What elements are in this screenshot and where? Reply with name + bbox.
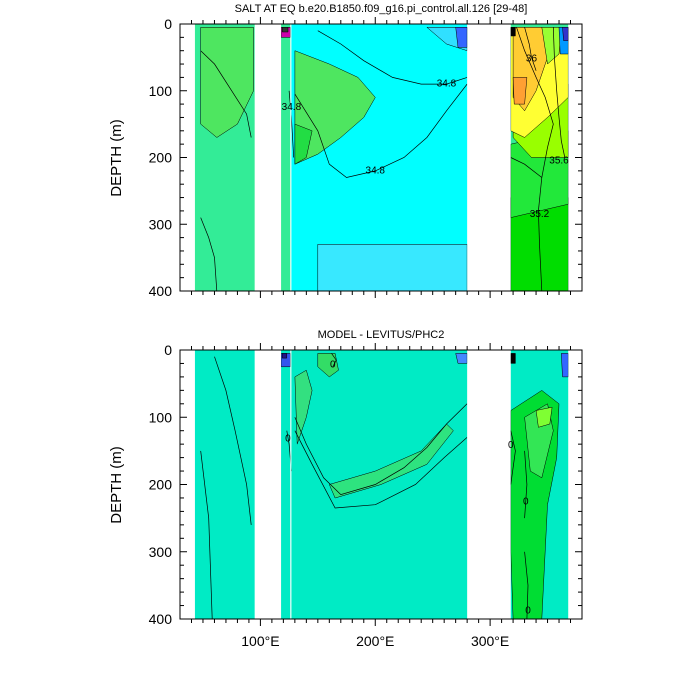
top-plot-area: 34.8 34.8 34.8 35.2 35.6 36 0 100 200 300 400 <box>149 16 583 299</box>
x-tick-label: 300°E <box>471 633 509 649</box>
filled-contour-region <box>535 406 553 428</box>
contour-line <box>200 217 218 291</box>
filled-contour-region <box>455 353 468 364</box>
contour-line <box>524 27 537 71</box>
filled-contour-region <box>281 27 289 33</box>
y-tick-label: 200 <box>149 477 173 493</box>
ocean-band <box>281 24 291 291</box>
top-panel: SALT AT EQ b.e20.B1850.f09_g16.pi_contro… <box>108 3 583 299</box>
filled-contour-region <box>512 77 528 105</box>
bottom-panel-title: MODEL - LEVITUS/PHC2 <box>318 329 445 341</box>
contour-line <box>331 353 337 367</box>
contour-label: 36 <box>526 53 538 64</box>
contour-line <box>516 27 554 291</box>
bottom-panel: MODEL - LEVITUS/PHC2 0 0 0 0 0 0 100 200 300 400 1… <box>108 329 583 649</box>
contour-label: 34.8 <box>437 79 457 90</box>
y-tick-label: 200 <box>149 150 173 166</box>
filled-contour-region <box>510 353 516 364</box>
filled-regions <box>280 353 569 619</box>
filled-contour-region <box>541 27 562 65</box>
contour-line <box>510 430 516 485</box>
bottom-plot-area: 0 0 0 0 0 0 100 200 300 400 100°E 200°E 300°E <box>149 342 583 649</box>
filled-contour-region <box>455 27 468 48</box>
filled-contour-region <box>294 369 313 445</box>
contour-line <box>510 157 543 178</box>
contour-line <box>524 450 528 519</box>
contour-lines <box>200 27 566 291</box>
filled-contour-region <box>317 244 468 291</box>
bottom-y-axis-label: DEPTH (m) <box>108 446 125 524</box>
y-tick-label: 300 <box>149 216 173 232</box>
contour-line <box>294 403 468 495</box>
y-tick-label: 400 <box>149 611 173 627</box>
contour-label: 35.6 <box>549 155 569 166</box>
contour-lines <box>200 353 529 619</box>
contour-label: 0 <box>330 359 336 370</box>
contour-label: 34.8 <box>366 165 386 176</box>
contour-line <box>552 27 566 158</box>
contour-label: 0 <box>523 497 529 508</box>
contour-line <box>294 430 468 509</box>
y-tick-label: 0 <box>164 342 172 358</box>
contour-line <box>200 450 213 619</box>
y-tick-label: 300 <box>149 544 173 560</box>
y-tick-label: 400 <box>149 283 173 299</box>
filled-contour-region <box>328 423 454 499</box>
contour-label: 0 <box>508 440 514 451</box>
ocean-band <box>281 350 291 619</box>
contour-label: 34.8 <box>282 102 302 113</box>
contour-label: 0 <box>525 606 531 617</box>
filled-contour-region <box>561 353 569 378</box>
filled-contour-region <box>294 50 376 165</box>
filled-contour-region <box>281 353 288 359</box>
contour-line <box>294 83 468 178</box>
contour-label: 0 <box>285 433 291 444</box>
top-panel-title: SALT AT EQ b.e20.B1850.f09_g16.pi_contro… <box>235 3 528 15</box>
contour-line <box>200 50 252 138</box>
filled-contour-region <box>294 123 313 165</box>
y-tick-label: 100 <box>149 83 173 99</box>
y-tick-label: 0 <box>164 16 172 32</box>
filled-contour-region <box>510 27 516 37</box>
filled-regions <box>200 27 569 291</box>
ocean-band <box>194 350 255 619</box>
contour-line <box>317 30 468 85</box>
x-tick-label: 200°E <box>356 633 394 649</box>
contour-label: 35.2 <box>530 209 550 220</box>
contour-line <box>214 356 252 525</box>
filled-contour-region <box>317 353 339 378</box>
x-tick-label: 100°E <box>241 633 279 649</box>
top-y-axis-label: DEPTH (m) <box>108 119 125 197</box>
y-tick-label: 100 <box>149 409 173 425</box>
filled-contour-region <box>562 27 569 41</box>
contour-line <box>524 551 529 619</box>
filled-contour-region <box>200 27 254 138</box>
